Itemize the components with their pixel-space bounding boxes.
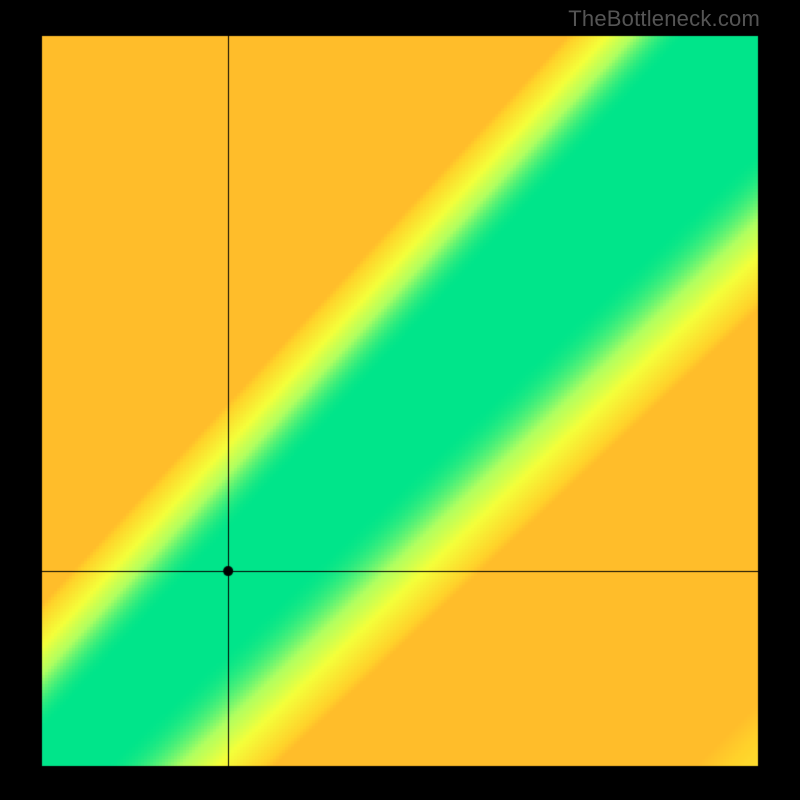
watermark-text: TheBottleneck.com: [568, 6, 760, 32]
heatmap-canvas: [0, 0, 800, 800]
chart-container: TheBottleneck.com: [0, 0, 800, 800]
